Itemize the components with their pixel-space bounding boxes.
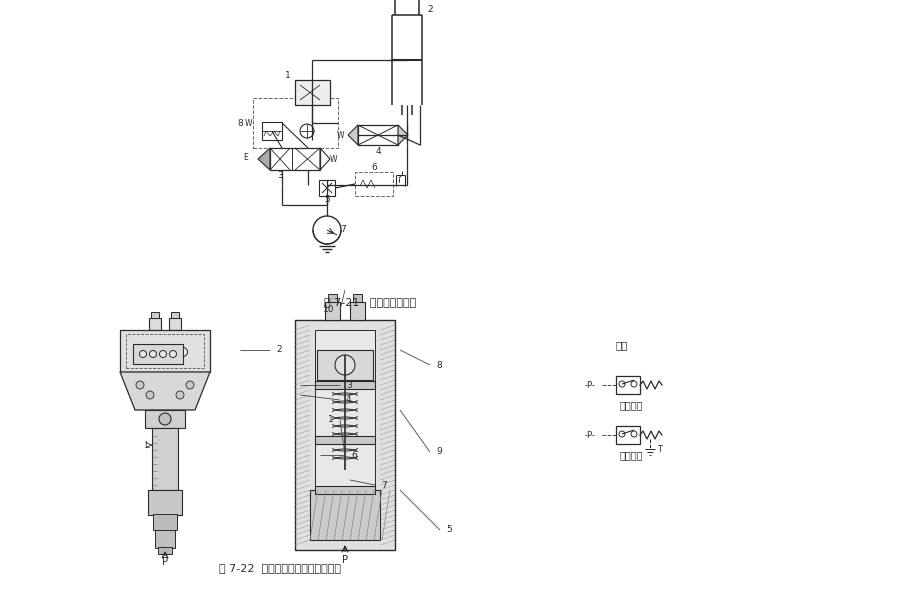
Bar bbox=[315, 486, 375, 494]
Circle shape bbox=[176, 391, 184, 399]
Bar bbox=[315, 330, 375, 540]
Bar bbox=[295, 320, 395, 550]
Text: 6: 6 bbox=[371, 163, 377, 172]
Circle shape bbox=[136, 381, 144, 389]
Text: W: W bbox=[330, 154, 338, 163]
Text: 3: 3 bbox=[346, 380, 352, 389]
Circle shape bbox=[158, 355, 167, 364]
Polygon shape bbox=[348, 125, 358, 145]
Bar bbox=[169, 318, 181, 330]
Circle shape bbox=[133, 347, 142, 356]
Text: P: P bbox=[342, 555, 348, 565]
Bar bbox=[358, 125, 398, 145]
Text: 7: 7 bbox=[381, 481, 387, 490]
Text: 8: 8 bbox=[436, 361, 442, 370]
Bar bbox=[317, 350, 373, 380]
Circle shape bbox=[148, 347, 157, 356]
Text: 2: 2 bbox=[276, 346, 282, 355]
Text: T: T bbox=[657, 445, 662, 454]
Bar bbox=[325, 302, 340, 320]
Text: 1: 1 bbox=[328, 415, 334, 425]
Bar bbox=[328, 294, 337, 302]
Bar bbox=[315, 436, 375, 444]
Circle shape bbox=[174, 355, 183, 364]
Text: 4: 4 bbox=[346, 395, 352, 404]
Text: 9: 9 bbox=[436, 448, 442, 457]
Circle shape bbox=[335, 355, 355, 375]
Circle shape bbox=[149, 350, 157, 358]
Circle shape bbox=[146, 391, 154, 399]
Text: 图 7-21   单向减压阀回路: 图 7-21 单向减压阀回路 bbox=[324, 297, 416, 307]
Bar bbox=[133, 344, 183, 364]
Text: 图 7-22  压力继电器结构及图形符号: 图 7-22 压力继电器结构及图形符号 bbox=[219, 563, 341, 573]
Text: 3: 3 bbox=[277, 172, 283, 181]
Text: 7: 7 bbox=[340, 226, 346, 235]
Circle shape bbox=[619, 431, 625, 437]
Circle shape bbox=[619, 381, 625, 387]
Bar bbox=[355, 172, 393, 196]
Text: 4: 4 bbox=[375, 146, 381, 155]
Bar bbox=[319, 180, 335, 196]
Circle shape bbox=[140, 350, 147, 358]
Text: 符号: 符号 bbox=[615, 340, 627, 350]
Circle shape bbox=[159, 350, 166, 358]
Bar bbox=[126, 334, 204, 368]
Bar bbox=[616, 426, 640, 444]
Text: 无泄油口: 无泄油口 bbox=[620, 400, 643, 410]
Bar bbox=[153, 514, 177, 530]
Text: L: L bbox=[144, 440, 149, 449]
Bar bbox=[353, 294, 362, 302]
Text: -P-: -P- bbox=[584, 380, 596, 389]
Bar bbox=[310, 490, 380, 540]
Bar bbox=[145, 410, 185, 428]
Text: E: E bbox=[243, 153, 248, 162]
Bar bbox=[295, 80, 330, 105]
Circle shape bbox=[159, 413, 171, 425]
Text: 8: 8 bbox=[238, 118, 243, 127]
Text: P: P bbox=[162, 557, 168, 567]
Circle shape bbox=[631, 381, 637, 387]
Text: 带泄油口: 带泄油口 bbox=[620, 450, 643, 460]
Bar bbox=[149, 318, 161, 330]
Text: -P-: -P- bbox=[584, 431, 596, 439]
Text: 10: 10 bbox=[322, 305, 334, 314]
Polygon shape bbox=[120, 372, 210, 410]
Text: 5: 5 bbox=[324, 196, 330, 205]
Bar bbox=[616, 376, 640, 394]
Bar bbox=[148, 490, 182, 515]
Circle shape bbox=[631, 431, 637, 437]
Text: 5: 5 bbox=[446, 526, 452, 535]
Circle shape bbox=[143, 355, 152, 364]
Text: 2: 2 bbox=[428, 5, 433, 14]
Bar bbox=[315, 381, 375, 389]
Circle shape bbox=[178, 347, 187, 356]
Polygon shape bbox=[258, 148, 270, 170]
Circle shape bbox=[186, 381, 194, 389]
Bar bbox=[270, 148, 320, 170]
Text: 6: 6 bbox=[351, 451, 356, 460]
Bar bbox=[158, 547, 172, 554]
Polygon shape bbox=[398, 125, 408, 145]
Circle shape bbox=[164, 347, 173, 356]
Text: W: W bbox=[245, 118, 252, 127]
Bar bbox=[171, 312, 179, 318]
Bar bbox=[152, 428, 178, 490]
Bar bbox=[262, 122, 282, 140]
Bar bbox=[120, 330, 210, 372]
Text: 1: 1 bbox=[285, 70, 291, 79]
Bar bbox=[151, 312, 159, 318]
Text: W: W bbox=[337, 130, 344, 139]
Circle shape bbox=[169, 350, 176, 358]
Bar bbox=[350, 302, 365, 320]
Bar bbox=[253, 98, 338, 148]
Bar bbox=[155, 530, 175, 548]
